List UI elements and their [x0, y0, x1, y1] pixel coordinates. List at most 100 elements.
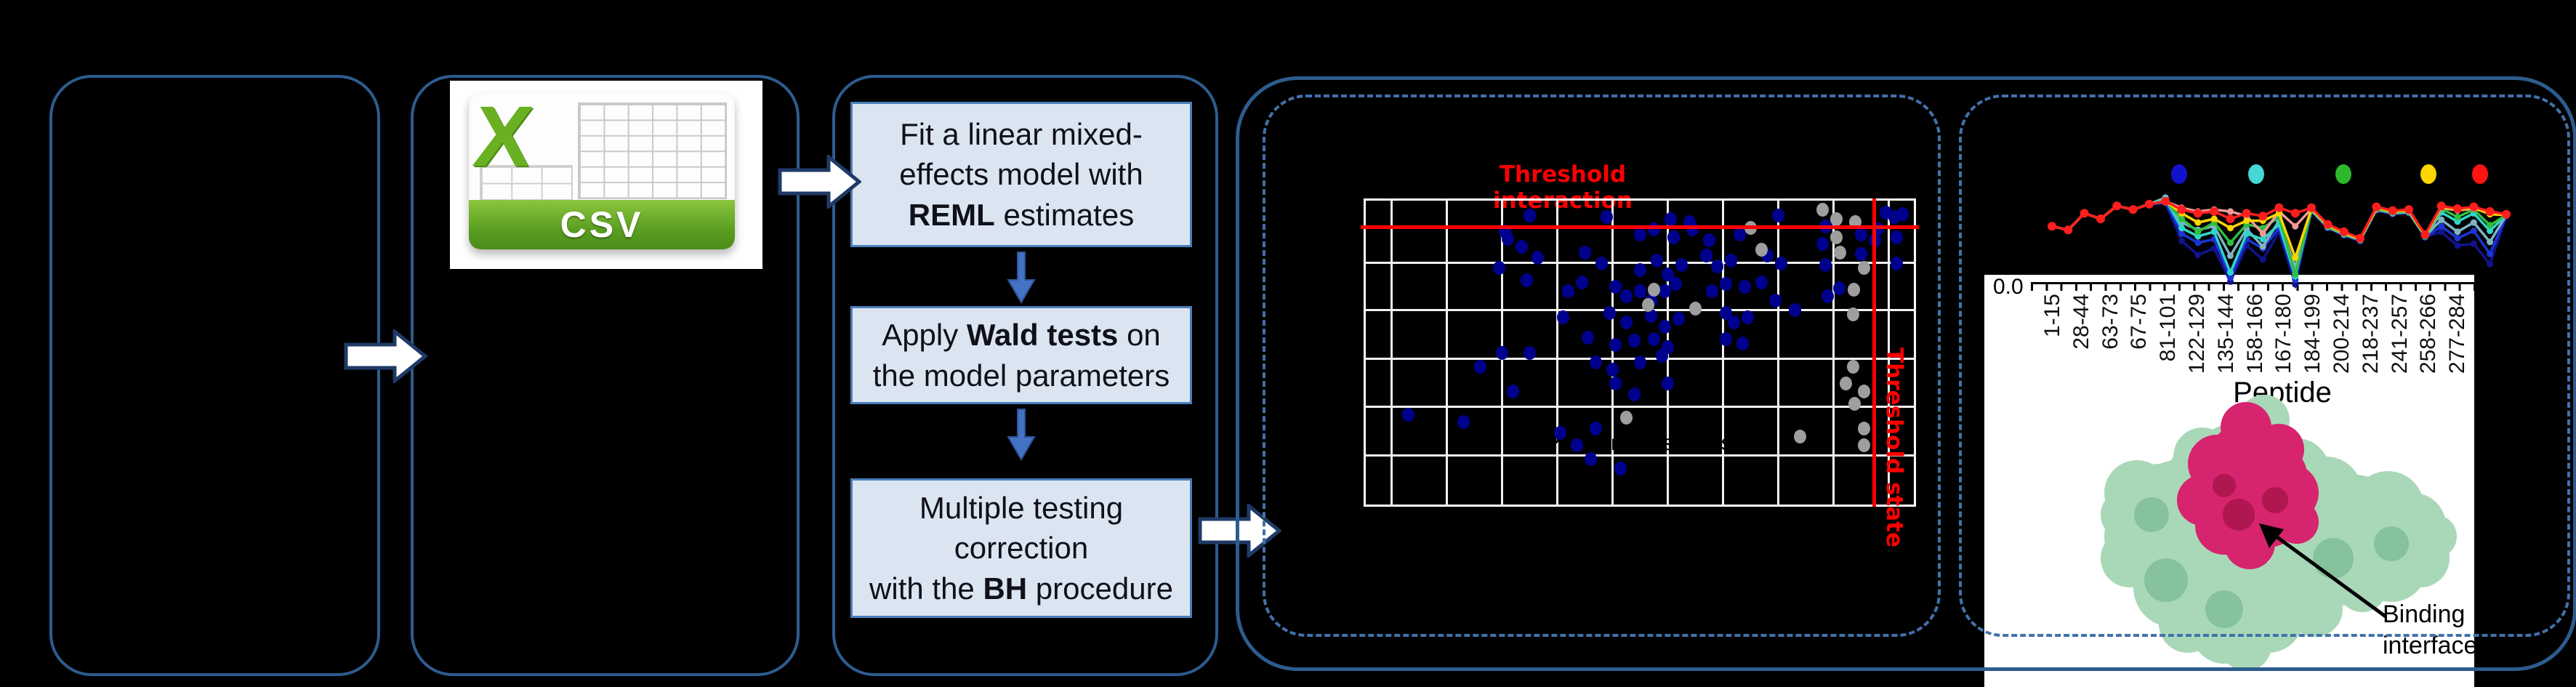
uptake-plot-paper: 0.0 1-15 28-44 63-73 67-75 81-101 122-129 135-… — [1984, 275, 2474, 687]
uptake-marker — [2470, 219, 2477, 226]
scatter-point-blue — [1556, 310, 1569, 325]
legend-dot-timepoint-3 — [2335, 164, 2351, 184]
binding-interface-blob — [2275, 500, 2319, 544]
csv-band: CSV — [469, 200, 735, 249]
scatter-point-gray — [1857, 421, 1870, 435]
panel-statistics — [832, 75, 1218, 676]
protein-structure-image — [2101, 395, 2457, 671]
flow-step-wald-text: Apply Wald tests on the model parameters — [872, 318, 1170, 393]
scatter-point-gray — [1689, 301, 1702, 316]
scatter-point-blue — [1634, 262, 1646, 277]
uptake-marker — [2210, 228, 2218, 236]
scatter-point-blue — [1524, 346, 1536, 360]
uptake-marker — [2243, 217, 2250, 225]
uptake-marker — [2227, 252, 2234, 260]
legend-dot-timepoint-2 — [2248, 164, 2264, 184]
uptake-marker — [2080, 209, 2089, 218]
protein-surface-blob — [2101, 489, 2152, 540]
binding-interface-shade — [2213, 474, 2236, 497]
scatter-point-gray — [1848, 397, 1861, 411]
scatter-point-blue — [1725, 253, 1738, 268]
annotation-arrow-line — [2265, 527, 2387, 619]
scatter-point-blue — [1576, 275, 1589, 289]
scatter-point-blue — [1819, 258, 1832, 273]
scatter-point-blue — [1601, 210, 1614, 225]
uptake-marker — [2454, 235, 2461, 242]
threshold-state-line — [1872, 198, 1876, 507]
uptake-marker — [2470, 228, 2477, 234]
scatter-point-gray — [1648, 283, 1660, 297]
flow-step-wald: Apply Wald tests on the model parameters — [850, 306, 1192, 404]
uptake-marker — [2274, 203, 2284, 212]
scatter-gridline-v — [1390, 198, 1393, 507]
scatter-point-blue — [1609, 377, 1622, 391]
scatter-point-blue — [1719, 305, 1732, 320]
uptake-marker — [2323, 220, 2333, 229]
csv-card: X CSV — [469, 93, 735, 249]
scatter-gridline-v — [1777, 198, 1780, 507]
uptake-marker — [2194, 233, 2202, 240]
uptake-marker — [2502, 209, 2511, 219]
scatter-point-blue — [1570, 438, 1583, 453]
scatter-point-gray — [1846, 308, 1859, 321]
binding-interface-blob — [2253, 424, 2304, 475]
excel-x-icon: X — [470, 93, 537, 185]
scatter-point-blue — [1634, 355, 1646, 369]
legend-dot-timepoint-1 — [2171, 164, 2187, 184]
uptake-marker — [2454, 242, 2461, 249]
uptake-marker — [2454, 214, 2461, 220]
protein-surface-blob — [2221, 620, 2271, 671]
scatter-gridline-h — [1364, 309, 1916, 312]
uptake-marker — [2259, 256, 2266, 263]
uptake-marker — [2438, 228, 2445, 236]
panel-csv — [411, 75, 800, 676]
scatter-point-blue — [1609, 279, 1622, 294]
uptake-marker — [2469, 202, 2479, 212]
scatter-point-blue — [1670, 276, 1683, 291]
scatter-point-blue — [1473, 360, 1486, 374]
uptake-marker — [2194, 252, 2202, 259]
scatter-point-blue — [1524, 209, 1536, 223]
scatter-gridline-v — [1722, 198, 1725, 507]
protein-surface-blob — [2101, 529, 2159, 587]
uptake-marker — [2356, 233, 2365, 243]
scatter-point-gray — [1830, 212, 1843, 226]
legend-dot-timepoint-4 — [2420, 164, 2436, 184]
protein-surface-blob — [2338, 563, 2387, 612]
uptake-marker — [2436, 201, 2446, 211]
uptake-marker — [2178, 225, 2186, 232]
scatter-point-blue — [1659, 284, 1672, 299]
scatter-point-blue — [1595, 257, 1608, 270]
uptake-marker — [2292, 270, 2299, 278]
panel-uptake-dashed — [1959, 95, 2570, 637]
uptake-marker — [2177, 205, 2186, 214]
uptake-marker — [2404, 205, 2413, 214]
scatter-point-blue — [1634, 227, 1646, 241]
scatter-point-blue — [1855, 247, 1867, 262]
scatter-point-blue — [1822, 289, 1835, 303]
uptake-marker — [2144, 199, 2154, 209]
scatter-point-blue — [1606, 363, 1619, 377]
flow-step-reml-text: Fit a linear mixed-effects model with RE… — [899, 116, 1143, 232]
scatter-point-gray — [1857, 438, 1870, 453]
uptake-line-chart — [2048, 194, 2511, 290]
uptake-marker — [2178, 238, 2186, 244]
scatter-point-blue — [1705, 284, 1718, 299]
panel-scatter-dashed — [1263, 95, 1941, 637]
csv-label: CSV — [560, 204, 644, 245]
scatter-point-gray — [1848, 283, 1861, 297]
uptake-marker — [2243, 230, 2250, 237]
uptake-marker — [2487, 250, 2494, 257]
scatter-point-blue — [1711, 260, 1724, 274]
uptake-marker — [2438, 216, 2445, 223]
scatter-point-blue — [1609, 338, 1622, 353]
scatter-point-blue — [1673, 312, 1686, 326]
scatter-point-gray — [1839, 377, 1852, 391]
flow-arrow-1-icon — [344, 329, 427, 383]
protein-surface-blob — [2287, 582, 2343, 637]
scatter-gridline-v — [1888, 198, 1891, 507]
uptake-marker — [2227, 208, 2234, 215]
down-arrow-1-icon — [1007, 252, 1036, 304]
uptake-marker — [2194, 239, 2202, 246]
